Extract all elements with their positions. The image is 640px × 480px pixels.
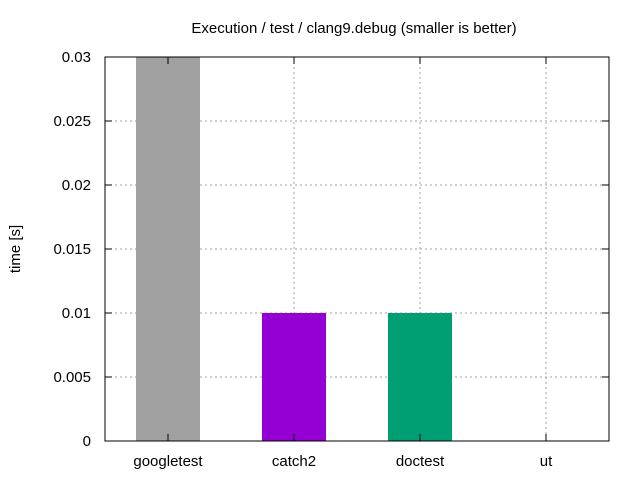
x-tick-label: googletest xyxy=(133,453,203,470)
y-tick-label: 0.005 xyxy=(53,369,91,386)
y-tick-label: 0.025 xyxy=(53,113,91,130)
bar-doctest xyxy=(387,313,453,441)
x-tick-label: catch2 xyxy=(272,453,316,470)
y-tick-label: 0.01 xyxy=(62,305,91,322)
y-tick-label: 0.02 xyxy=(62,177,91,194)
y-tick-labels: 0 0.005 0.01 0.015 0.02 0.025 0.03 xyxy=(53,49,91,450)
axis-ticks xyxy=(105,56,609,442)
x-tick-labels: googletest catch2 doctest ut xyxy=(133,453,553,470)
chart-title: Execution / test / clang9.debug (smaller… xyxy=(191,20,516,37)
y-tick-label: 0.015 xyxy=(53,241,91,258)
bar-googletest xyxy=(135,57,201,441)
bars xyxy=(135,57,453,441)
y-tick-label: 0.03 xyxy=(62,49,91,66)
y-axis-label: time [s] xyxy=(7,225,24,273)
y-tick-label: 0 xyxy=(83,433,91,450)
bar-catch2 xyxy=(261,313,327,441)
x-tick-label: doctest xyxy=(396,453,445,470)
x-tick-label: ut xyxy=(540,453,553,470)
